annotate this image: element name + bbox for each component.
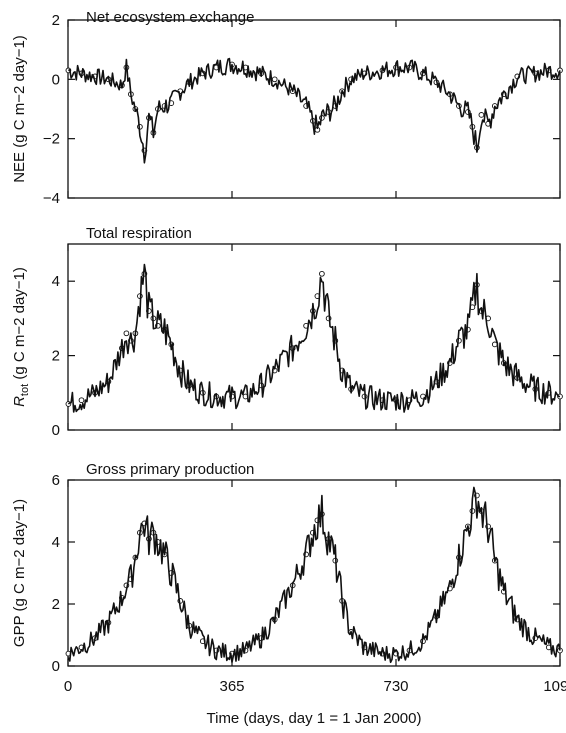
y-tick-label: 2 <box>52 348 60 365</box>
panel-nee-y-label: NEE (g C m−2 day−1) <box>11 35 28 183</box>
panel-gpp: Gross primary production 0 2 4 6 GPP (g C m… <box>11 461 563 675</box>
panel-rtot-model-line <box>67 263 561 413</box>
y-tick-label: 4 <box>52 534 60 551</box>
panel-gpp-y-ticks: 0 2 4 6 <box>52 472 560 675</box>
y-tick-label: 4 <box>52 273 60 290</box>
rtot-point <box>78 397 85 404</box>
y-tick-label: −2 <box>43 131 60 148</box>
nee-point <box>271 76 278 83</box>
panel-rtot-y-label: Rtot (g C m−2 day−1) <box>11 267 31 407</box>
panel-gpp-y-label-units: (g C m−2 day−1) <box>11 499 28 612</box>
panel-gpp-x-ticks <box>67 480 561 666</box>
panel-nee-frame <box>67 19 561 199</box>
panel-nee-model-line <box>67 57 561 164</box>
y-tick-label: 0 <box>52 658 60 675</box>
panel-gpp-model-line <box>67 486 561 664</box>
rtot-point <box>319 270 325 277</box>
y-tick-label: 0 <box>52 422 60 439</box>
panel-nee-y-ticks: −4 −2 0 2 <box>43 12 560 207</box>
panel-nee-title: Net ecosystem exchange <box>86 9 254 26</box>
panel-rtot-x-ticks <box>67 244 561 430</box>
x-axis-label: Time (days, day 1 = 1 Jan 2000) <box>207 710 422 727</box>
x-tick-label: 730 <box>383 678 408 695</box>
x-tick-label: 0 <box>64 678 72 695</box>
panel-rtot: Total respiration 0 2 4 Rtot (g C m−2 day−… <box>11 225 563 439</box>
rtot-point <box>123 330 130 337</box>
x-tick-labels: 0 365 730 1095 <box>64 678 566 695</box>
panel-nee: Net ecosystem exchange −4 −2 0 2 NEE (g C m… <box>11 9 563 207</box>
x-tick-label: 365 <box>219 678 244 695</box>
panel-rtot-title: Total respiration <box>86 225 192 242</box>
panel-gpp-y-label: GPP (g C m−2 day−1) <box>11 499 28 647</box>
panel-rtot-y-ticks: 0 2 4 <box>52 273 560 439</box>
y-tick-label: 6 <box>52 472 60 489</box>
panel-nee-x-ticks <box>67 20 561 198</box>
panel-rtot-y-label-main: R <box>11 396 28 407</box>
panel-rtot-frame <box>67 243 561 431</box>
y-tick-label: 2 <box>52 596 60 613</box>
x-tick-label: 1095 <box>543 678 566 695</box>
panel-rtot-y-label-units: (g C m−2 day−1) <box>11 267 28 380</box>
y-tick-label: 0 <box>52 71 60 88</box>
panel-nee-y-label-units: (g C m−2 day−1) <box>11 35 28 148</box>
panel-gpp-title: Gross primary production <box>86 461 254 478</box>
panel-nee-y-label-main: NEE <box>11 152 28 183</box>
panel-gpp-y-label-main: GPP <box>11 615 28 647</box>
panel-gpp-observations <box>65 492 563 657</box>
y-tick-label: −4 <box>43 190 60 207</box>
panel-rtot-y-label-sub: tot <box>19 384 31 396</box>
nee-point <box>478 112 485 118</box>
panel-gpp-frame <box>67 479 561 667</box>
y-tick-label: 2 <box>52 12 60 29</box>
